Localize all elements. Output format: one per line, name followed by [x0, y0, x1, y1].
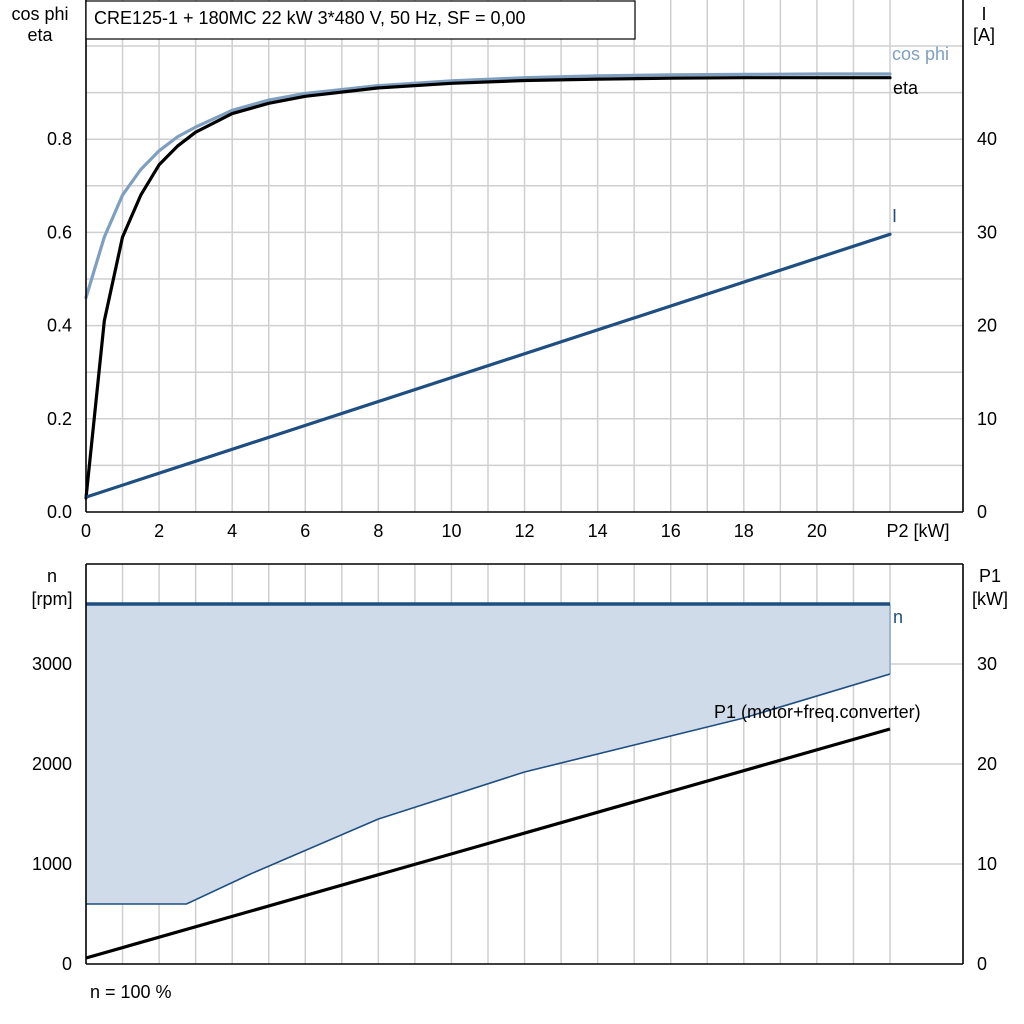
y-left-tick-label: 0.2 — [47, 409, 72, 429]
y-right-tick-label: 0 — [977, 502, 987, 522]
bottom-left-axis-title-1: n — [47, 566, 57, 586]
series-line-n-lower-limit — [86, 673, 891, 905]
x-tick-label: 4 — [227, 521, 237, 541]
x-axis-title: P2 [kW] — [886, 521, 949, 541]
x-tick-label: 20 — [807, 521, 827, 541]
y-right-tick-label: 10 — [977, 409, 997, 429]
bottom-right-axis-title-2: [kW] — [972, 589, 1008, 609]
series-line-eta — [84, 76, 892, 500]
bottom-y-left-tick-label: 0 — [62, 954, 72, 974]
cos-phi-series-label: cos phi — [892, 44, 949, 64]
current-series-label: I — [892, 206, 897, 226]
top-tick-labels: 0 2 4 6 8 10 12 14 16 18 20 0.0 0.2 0.4 0.6 0.8 0 10 20 30 4… — [47, 129, 997, 541]
top-grid — [86, 0, 963, 512]
y-left-tick-label: 0.4 — [47, 316, 72, 336]
x-tick-label: 0 — [81, 521, 91, 541]
series-line-p1 — [85, 727, 891, 960]
bottom-tick-labels: 0 1000 2000 3000 0 10 20 30 — [32, 654, 997, 974]
top-right-axis-title-1: I — [981, 4, 986, 24]
x-tick-label: 12 — [515, 521, 535, 541]
x-tick-label: 6 — [300, 521, 310, 541]
p1-series-label: P1 (motor+freq.converter) — [714, 702, 921, 722]
top-left-axis-title-2: eta — [27, 25, 53, 45]
x-tick-label: 14 — [588, 521, 608, 541]
speed-series-label: n — [893, 607, 903, 627]
bottom-y-left-tick-label: 1000 — [32, 854, 72, 874]
x-tick-label: 8 — [373, 521, 383, 541]
bottom-y-left-tick-label: 2000 — [32, 754, 72, 774]
y-right-tick-label: 40 — [977, 129, 997, 149]
y-left-tick-label: 0.8 — [47, 129, 72, 149]
bottom-left-axis-title-2: [rpm] — [31, 589, 72, 609]
speed-range-area — [86, 604, 890, 904]
bottom-y-right-tick-label: 30 — [977, 654, 997, 674]
top-right-axis-title-2: [A] — [973, 25, 995, 45]
bottom-y-left-tick-label: 3000 — [32, 654, 72, 674]
y-right-tick-label: 20 — [977, 316, 997, 336]
x-tick-label: 2 — [154, 521, 164, 541]
bottom-series — [85, 602, 891, 960]
footnote: n = 100 % — [90, 982, 172, 1002]
chart-title-box — [85, 0, 636, 40]
bottom-y-right-tick-label: 10 — [977, 854, 997, 874]
chart-title: CRE125-1 + 180MC 22 kW 3*480 V, 50 Hz, S… — [94, 8, 526, 28]
y-right-tick-label: 30 — [977, 222, 997, 242]
x-tick-label: 16 — [661, 521, 681, 541]
bottom-y-right-tick-label: 20 — [977, 754, 997, 774]
y-left-tick-label: 0.6 — [47, 222, 72, 242]
x-tick-label: 18 — [734, 521, 754, 541]
top-series — [84, 72, 892, 500]
series-line-cos-phi — [84, 72, 892, 300]
y-left-tick-label: 0.0 — [47, 502, 72, 522]
top-left-axis-title-1: cos phi — [11, 4, 68, 24]
x-tick-label: 10 — [441, 521, 461, 541]
bottom-right-axis-title-1: P1 — [979, 566, 1001, 586]
eta-series-label: eta — [893, 78, 919, 98]
bottom-y-right-tick-label: 0 — [977, 954, 987, 974]
series-line-i — [84, 232, 892, 499]
